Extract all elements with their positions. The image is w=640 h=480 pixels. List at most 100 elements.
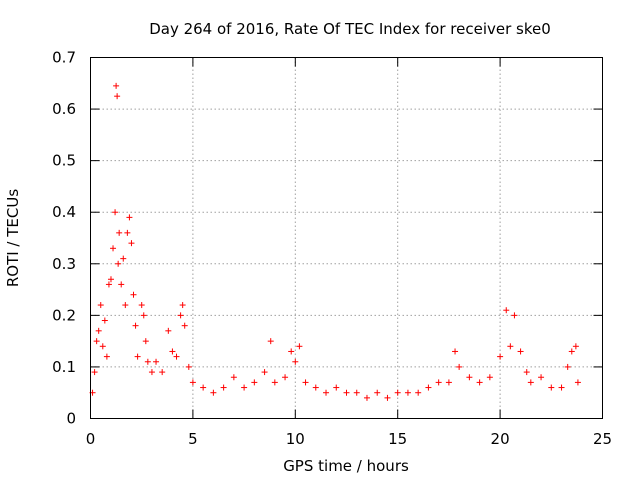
plot-frame	[90, 57, 603, 419]
data-point	[343, 389, 350, 396]
y-tick-label: 0	[66, 410, 76, 428]
data-point	[517, 348, 524, 355]
data-point	[140, 312, 147, 319]
y-tick-label: 0.5	[52, 152, 76, 170]
data-point	[288, 348, 295, 355]
data-point	[404, 389, 411, 396]
data-point	[476, 379, 483, 386]
data-point	[153, 358, 160, 365]
x-tick-label: 25	[593, 430, 612, 448]
data-point	[138, 302, 145, 309]
data-point	[572, 343, 579, 350]
data-point	[415, 389, 422, 396]
y-tick-label: 0.6	[52, 100, 76, 118]
data-point	[115, 260, 122, 267]
data-point	[93, 338, 100, 345]
data-point	[267, 338, 274, 345]
axis-ticks	[90, 57, 603, 419]
data-point	[189, 379, 196, 386]
data-point	[110, 245, 117, 252]
data-point	[173, 353, 180, 360]
data-point	[486, 374, 493, 381]
data-point	[159, 369, 166, 376]
data-point	[112, 209, 119, 216]
y-tick-label: 0.7	[52, 49, 76, 67]
data-point	[142, 338, 149, 345]
data-point	[282, 374, 289, 381]
data-point	[114, 93, 121, 100]
data-point	[271, 379, 278, 386]
data-point	[97, 302, 104, 309]
x-tick-label: 0	[86, 430, 96, 448]
data-point	[120, 255, 127, 262]
data-point	[185, 363, 192, 370]
data-point	[144, 358, 151, 365]
data-point	[165, 327, 172, 334]
data-point	[503, 307, 510, 314]
data-point	[128, 240, 135, 247]
data-point	[122, 302, 129, 309]
x-tick-label: 10	[286, 430, 305, 448]
data-point	[105, 281, 112, 288]
x-tick-label: 20	[491, 430, 510, 448]
y-tick-label: 0.1	[52, 358, 76, 376]
data-point	[548, 384, 555, 391]
data-point	[99, 343, 106, 350]
chart-title: Day 264 of 2016, Rate Of TEC Index for r…	[149, 20, 551, 38]
data-point	[296, 343, 303, 350]
data-point	[230, 374, 237, 381]
data-point	[251, 379, 258, 386]
x-tick-label: 5	[188, 430, 198, 448]
data-point	[134, 353, 141, 360]
x-tick-label: 15	[388, 430, 407, 448]
data-point	[113, 82, 120, 89]
data-point	[292, 358, 299, 365]
data-point	[132, 322, 139, 329]
data-point	[574, 379, 581, 386]
data-point	[103, 353, 110, 360]
data-point	[558, 384, 565, 391]
data-point	[95, 327, 102, 334]
data-point	[564, 363, 571, 370]
data-point	[312, 384, 319, 391]
data-point	[130, 291, 137, 298]
data-point	[181, 322, 188, 329]
tick-labels: 0 5 10 15 20 25 0 0.1 0.2 0.3 0.4 0.5 0.6 0.7	[52, 49, 612, 449]
data-point	[538, 374, 545, 381]
data-point	[568, 348, 575, 355]
data-point	[384, 394, 391, 401]
data-point	[452, 348, 459, 355]
data-point	[523, 369, 530, 376]
data-point	[302, 379, 309, 386]
data-point	[177, 312, 184, 319]
data-point	[466, 374, 473, 381]
data-point	[333, 384, 340, 391]
y-axis-label: ROTI / TECUs	[4, 189, 22, 287]
x-axis-label: GPS time / hours	[283, 457, 409, 475]
data-point	[116, 229, 123, 236]
data-point	[353, 389, 360, 396]
data-point	[200, 384, 207, 391]
data-point	[445, 379, 452, 386]
data-point	[101, 317, 108, 324]
data-point	[91, 369, 98, 376]
y-tick-label: 0.3	[52, 255, 76, 273]
data-point	[179, 302, 186, 309]
data-points	[89, 82, 581, 401]
data-point	[118, 281, 125, 288]
data-point	[363, 394, 370, 401]
y-tick-label: 0.2	[52, 306, 76, 324]
y-tick-label: 0.4	[52, 203, 76, 221]
data-point	[124, 229, 131, 236]
data-point	[425, 384, 432, 391]
data-point	[507, 343, 514, 350]
data-point	[527, 379, 534, 386]
data-point	[435, 379, 442, 386]
data-point	[241, 384, 248, 391]
data-point	[394, 389, 401, 396]
data-point	[169, 348, 176, 355]
data-point	[497, 353, 504, 360]
data-point	[456, 363, 463, 370]
data-point	[261, 369, 268, 376]
grid	[90, 57, 603, 419]
